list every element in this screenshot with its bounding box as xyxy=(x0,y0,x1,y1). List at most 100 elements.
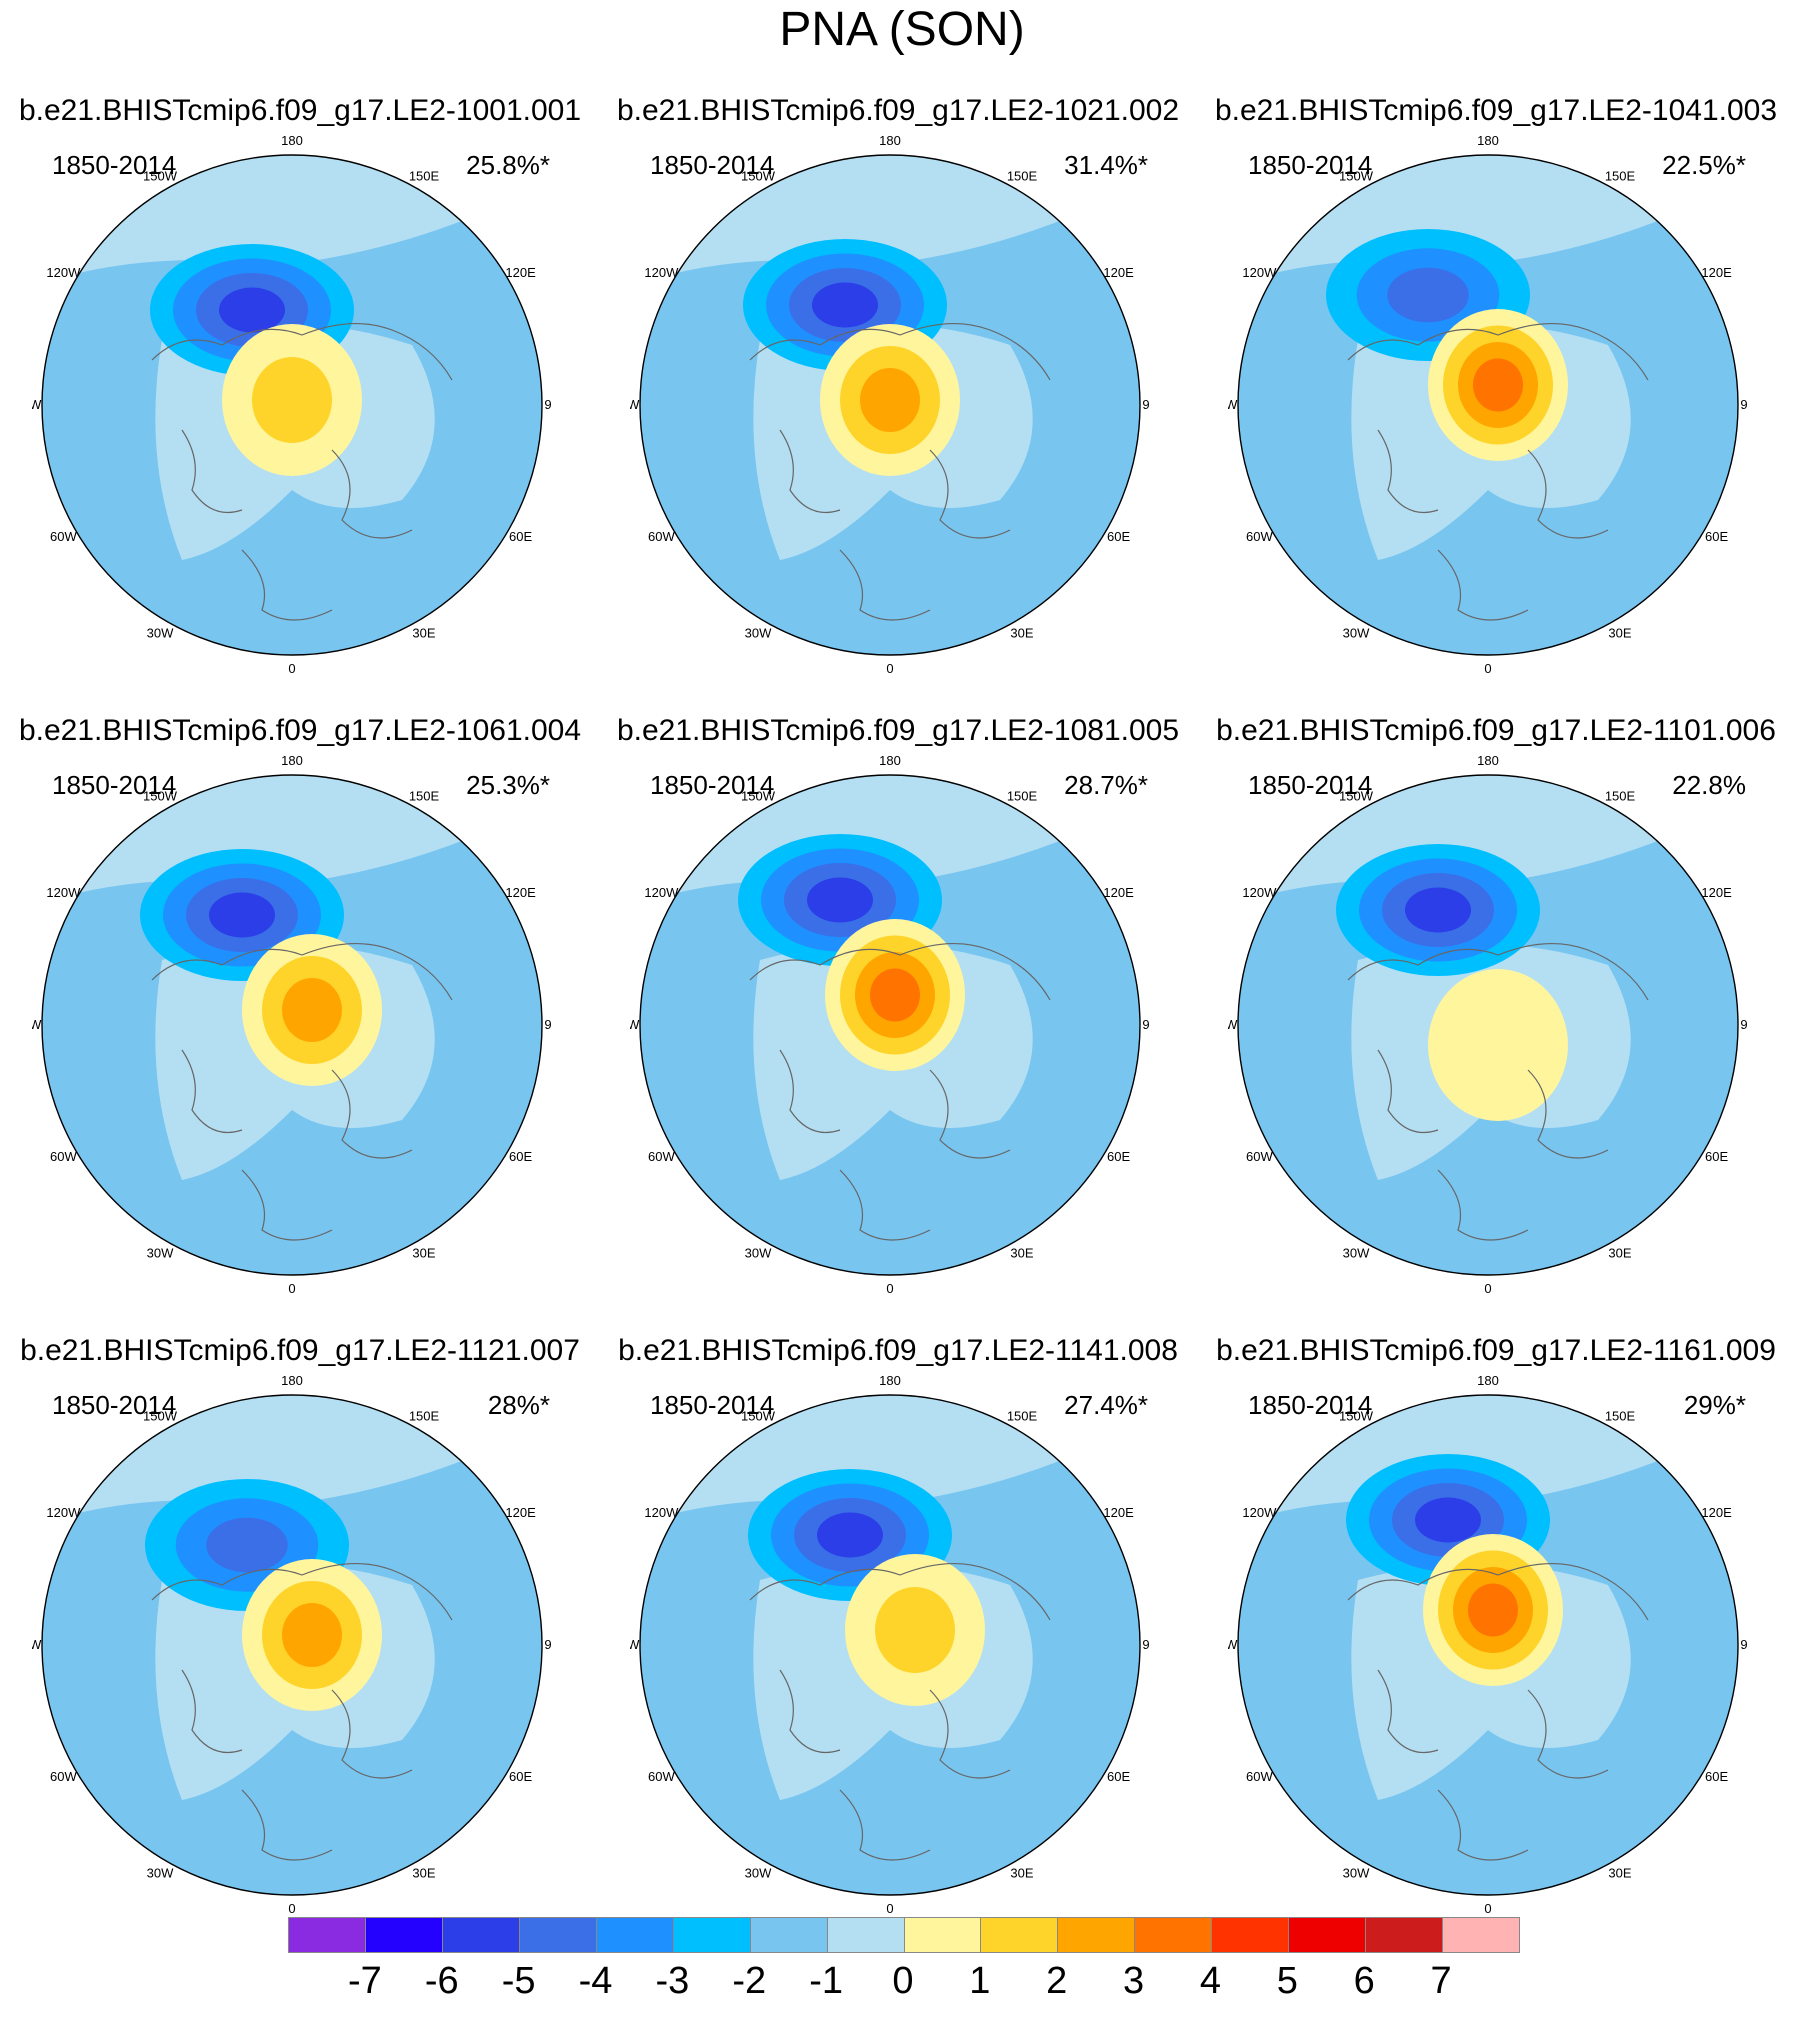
longitude-label: 120E xyxy=(1701,265,1732,280)
positive-contour xyxy=(860,368,920,432)
colorbar-swatch xyxy=(981,1918,1059,1952)
colorbar-label: -1 xyxy=(809,1960,844,2002)
colorbar-label: -6 xyxy=(424,1960,459,2002)
panel-period: 1850-2014 xyxy=(650,770,775,800)
longitude-label: 90W xyxy=(32,1637,42,1652)
explained-variance: 28%* xyxy=(487,1390,550,1420)
polar-map: 180 150E 120E 90E 60E 30E 0 30W 60W 90W 120W 150W xyxy=(630,133,1150,676)
colorbar-label: -3 xyxy=(655,1960,690,2002)
longitude-label: 30E xyxy=(412,1246,435,1261)
positive-contour xyxy=(870,968,920,1022)
longitude-label: 150E xyxy=(409,1408,440,1423)
colorbar-swatch xyxy=(1058,1918,1136,1952)
panel-title: b.e21.BHISTcmip6.f09_g17.LE2-1121.007 xyxy=(20,1334,580,1367)
longitude-label: 180 xyxy=(879,753,901,768)
longitude-label: 30W xyxy=(1343,1246,1370,1261)
longitude-label: 120E xyxy=(505,265,536,280)
panel-title: b.e21.BHISTcmip6.f09_g17.LE2-1161.009 xyxy=(1216,1334,1776,1367)
longitude-label: 60W xyxy=(648,529,675,544)
colorbar-swatch xyxy=(1366,1918,1444,1952)
longitude-label: 120W xyxy=(644,1505,679,1520)
explained-variance: 28.7%* xyxy=(1064,770,1148,800)
panel-title: b.e21.BHISTcmip6.f09_g17.LE2-1021.002 xyxy=(616,94,1180,127)
longitude-label: 150E xyxy=(1605,1408,1636,1423)
panel-period: 1850-2014 xyxy=(650,150,775,180)
longitude-label: 150E xyxy=(1007,1408,1038,1423)
longitude-label: 30E xyxy=(1010,626,1033,641)
panel-period: 1850-2014 xyxy=(52,1390,177,1420)
longitude-label: 120E xyxy=(1103,265,1134,280)
panel-title: b.e21.BHISTcmip6.f09_g17.LE2-1101.006 xyxy=(1216,714,1776,747)
longitude-label: 90W xyxy=(1228,1017,1238,1032)
longitude-label: 0 xyxy=(1484,1281,1491,1296)
colorbar-swatch xyxy=(673,1918,751,1952)
coastline xyxy=(151,943,453,1241)
longitude-label: 90W xyxy=(32,1017,42,1032)
longitude-label: 90E xyxy=(1740,1017,1748,1032)
polar-map: 180 150E 120E 90E 60E 30E 0 30W 60W 90W 120W 150W xyxy=(32,753,552,1296)
longitude-label: 150W xyxy=(741,168,776,183)
coastline xyxy=(1347,943,1649,1241)
longitude-label: 150W xyxy=(1339,168,1374,183)
colorbar-label: 2 xyxy=(1046,1960,1068,2002)
longitude-label: 90E xyxy=(1142,397,1150,412)
longitude-label: 0 xyxy=(1484,661,1491,676)
longitude-label: 150E xyxy=(409,168,440,183)
panel-period: 1850-2014 xyxy=(650,1390,775,1420)
longitude-label: 90E xyxy=(1142,1017,1150,1032)
map-boundary xyxy=(1237,1394,1739,1896)
polar-map: 180 150E 120E 90E 60E 30E 0 30W 60W 90W 120W 150W xyxy=(1228,1373,1748,1916)
longitude-label: 30E xyxy=(1608,1866,1631,1881)
longitude-label: 150E xyxy=(1605,788,1636,803)
longitude-label: 60W xyxy=(50,1149,77,1164)
negative-contour xyxy=(817,1512,883,1558)
colorbar-label: 0 xyxy=(892,1960,914,2002)
longitude-label: 30W xyxy=(1343,626,1370,641)
longitude-label: 120E xyxy=(505,1505,536,1520)
longitude-label: 180 xyxy=(1477,753,1499,768)
positive-contour xyxy=(1473,358,1523,412)
longitude-label: 30W xyxy=(745,626,772,641)
longitude-label: 0 xyxy=(886,1281,893,1296)
colorbar-swatch xyxy=(1212,1918,1290,1952)
panel-title: b.e21.BHISTcmip6.f09_g17.LE2-1141.008 xyxy=(618,1334,1178,1367)
colorbar-label: 1 xyxy=(969,1960,991,2002)
colorbar-label: -2 xyxy=(732,1960,767,2002)
longitude-label: 60E xyxy=(509,529,532,544)
map-boundary xyxy=(41,774,543,1276)
longitude-label: 90W xyxy=(630,1637,640,1652)
negative-contour xyxy=(206,1517,288,1573)
positive-contour xyxy=(1468,1583,1518,1637)
longitude-label: 90W xyxy=(1228,1637,1238,1652)
panel-title: b.e21.BHISTcmip6.f09_g17.LE2-1061.004 xyxy=(18,714,582,747)
explained-variance: 25.3%* xyxy=(466,770,550,800)
longitude-label: 0 xyxy=(288,1901,295,1916)
polar-map: 180 150E 120E 90E 60E 30E 0 30W 60W 90W 120W 150W xyxy=(32,133,552,676)
longitude-label: 120W xyxy=(1242,265,1277,280)
negative-contour xyxy=(1405,887,1471,933)
longitude-label: 120W xyxy=(1242,1505,1277,1520)
colorbar-label: 7 xyxy=(1430,1960,1452,2002)
longitude-label: 30W xyxy=(745,1866,772,1881)
negative-contour xyxy=(209,892,275,938)
explained-variance: 29%* xyxy=(1683,1390,1746,1420)
longitude-label: 120W xyxy=(644,265,679,280)
positive-contour xyxy=(252,357,332,443)
longitude-label: 120W xyxy=(46,265,81,280)
polar-map: 180 150E 120E 90E 60E 30E 0 30W 60W 90W 120W 150W xyxy=(1228,133,1748,676)
longitude-label: 30W xyxy=(745,1246,772,1261)
longitude-label: 180 xyxy=(1477,133,1499,148)
longitude-label: 120W xyxy=(46,885,81,900)
longitude-label: 60E xyxy=(1705,1769,1728,1784)
panel-title: b.e21.BHISTcmip6.f09_g17.LE2-1041.003 xyxy=(1214,94,1778,127)
longitude-label: 180 xyxy=(879,133,901,148)
explained-variance: 27.4%* xyxy=(1064,1390,1148,1420)
longitude-label: 90E xyxy=(1740,1637,1748,1652)
longitude-label: 60W xyxy=(50,1769,77,1784)
longitude-label: 60E xyxy=(1107,529,1130,544)
longitude-label: 60E xyxy=(1107,1149,1130,1164)
coastline xyxy=(151,323,453,621)
colorbar-swatch xyxy=(519,1918,597,1952)
negative-contour xyxy=(1415,1497,1481,1543)
longitude-label: 30E xyxy=(1010,1866,1033,1881)
